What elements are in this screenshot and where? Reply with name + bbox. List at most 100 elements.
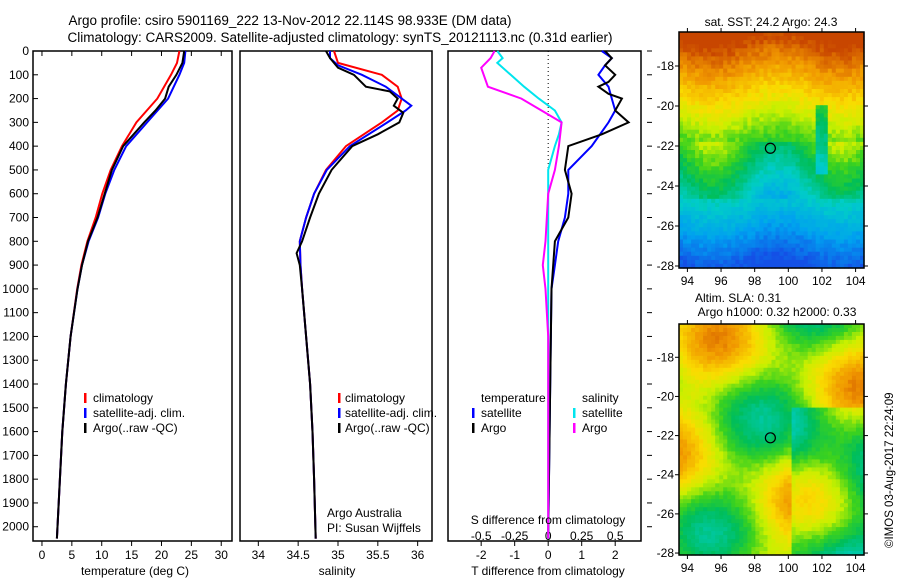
map-cell [695,360,700,365]
map-cell [804,515,809,520]
map-cell [755,134,760,139]
map-cell [699,93,704,98]
map-cell [784,211,789,216]
map-cell [796,69,801,74]
map-cell [852,191,857,196]
map-cell [784,352,789,357]
map-cell [739,240,744,245]
map-cell [715,187,720,192]
x-tick-label: 0 [39,548,46,562]
map-cell [800,219,805,224]
map-cell [755,479,760,484]
map-cell [776,142,781,147]
map-cell [719,527,724,532]
map-cell [707,69,712,74]
map-cell [816,61,821,66]
map-cell [856,93,861,98]
map-cell [764,65,769,70]
map-cell [695,85,700,90]
map-cell [800,531,805,536]
map-cell [739,368,744,373]
map-cell [711,539,716,544]
map-cell [731,483,736,488]
map-cell [808,344,813,349]
map-cell [808,396,813,401]
map-cell [824,336,829,341]
map-cell [792,130,797,135]
map-cell [820,420,825,425]
map-cell [755,467,760,472]
map-cell [759,97,764,102]
map-cell [755,459,760,464]
map-cell [735,416,740,421]
map-cell [743,432,748,437]
map-cell [735,101,740,106]
map-cell [723,384,728,389]
map-cell [687,455,692,460]
map-cell [723,507,728,512]
map-cell [759,126,764,131]
map-cell [743,400,748,405]
map-cell [812,348,817,353]
map-cell [695,424,700,429]
map-cell [780,183,785,188]
map-cell [719,187,724,192]
map-cell [788,48,793,53]
map-cell [755,412,760,417]
map-cell [719,376,724,381]
map-cell [759,52,764,57]
map-cell [816,191,821,196]
map-cell [772,113,777,118]
map-cell [715,36,720,41]
map-cell [832,166,837,171]
map-cell [848,122,853,127]
map-cell [788,105,793,110]
map-cell [776,81,781,86]
map-cell [808,117,813,122]
map-cell [739,93,744,98]
map-cell [755,400,760,405]
map-cell [796,183,801,188]
map-cell [719,344,724,349]
map-cell [707,231,712,236]
map-cell [836,36,841,41]
map-cell [828,150,833,155]
map-cell [816,158,821,163]
map-cell [711,227,716,232]
map-cell [852,122,857,127]
map-cell [768,459,773,464]
map-cell [683,352,688,357]
map-cell [683,340,688,345]
map-cell [812,440,817,445]
map-cell [788,93,793,98]
map-cell [808,260,813,265]
map-cell [747,507,752,512]
map-cell [707,215,712,220]
map-cell [792,69,797,74]
map-cell [755,503,760,508]
map-cell [768,203,773,208]
map-cell [780,388,785,393]
map-cell [820,56,825,61]
map-field [679,324,865,556]
map-cell [739,97,744,102]
map-cell [711,231,716,236]
map-cell [751,444,756,449]
map-cell [832,227,837,232]
map-cell [768,215,773,220]
map-cell [703,101,708,106]
map-cell [788,503,793,508]
lat-tick-label: -28 [657,259,675,273]
map-cell [707,170,712,175]
map-cell [792,65,797,70]
map-cell [808,256,813,261]
map-cell [739,491,744,496]
map-cell [788,44,793,49]
map-cell [703,515,708,520]
map-cell [784,126,789,131]
map-cell [796,101,801,106]
map-cell [856,126,861,131]
figure-title-line2: Climatology: CARS2009. Satellite-adjuste… [67,30,612,45]
map-cell [780,416,785,421]
map-cell [848,65,853,70]
